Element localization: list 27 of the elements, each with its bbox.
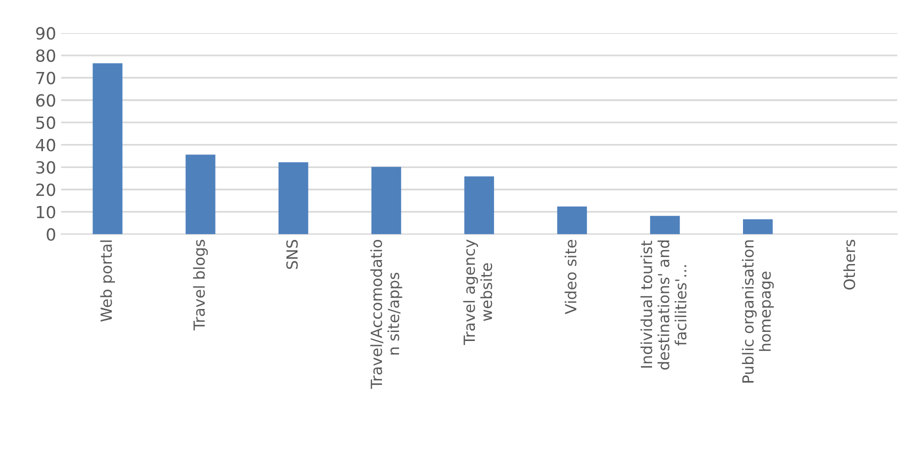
y-tick-label: 0 (46, 228, 56, 241)
y-tick-label: 90 (36, 27, 56, 40)
x-tick-label: Web portal (100, 240, 115, 322)
x-tick-label: Video site (564, 240, 576, 314)
y-tick-label: 30 (36, 161, 56, 174)
y-tick-label: 10 (36, 206, 56, 218)
x-tick-label: Individual tourist destinations' and facilities'... (640, 240, 686, 370)
x-tick-label: Travel agency website (463, 240, 492, 345)
x-tick-label: Travel/Accomodatio n site/apps (370, 240, 402, 389)
bar (650, 216, 680, 234)
bar (464, 176, 494, 234)
bar (186, 154, 216, 234)
bar (278, 162, 308, 234)
x-tick-label: Travel blogs (193, 240, 208, 330)
x-tick-label: Others (843, 240, 856, 290)
y-tick-label: 80 (36, 49, 56, 62)
y-tick-label: 50 (36, 116, 56, 130)
bar (92, 63, 122, 234)
y-tick-label: 70 (36, 72, 56, 84)
x-tick-label: Public organisation homepage (742, 240, 774, 383)
bar (371, 166, 402, 234)
bar (742, 219, 773, 234)
y-tick-label: 60 (36, 94, 56, 107)
bar (557, 206, 587, 234)
y-tick-label: 40 (36, 138, 56, 152)
y-tick-label: 20 (36, 183, 56, 196)
x-tick-label: SNS (286, 240, 298, 269)
